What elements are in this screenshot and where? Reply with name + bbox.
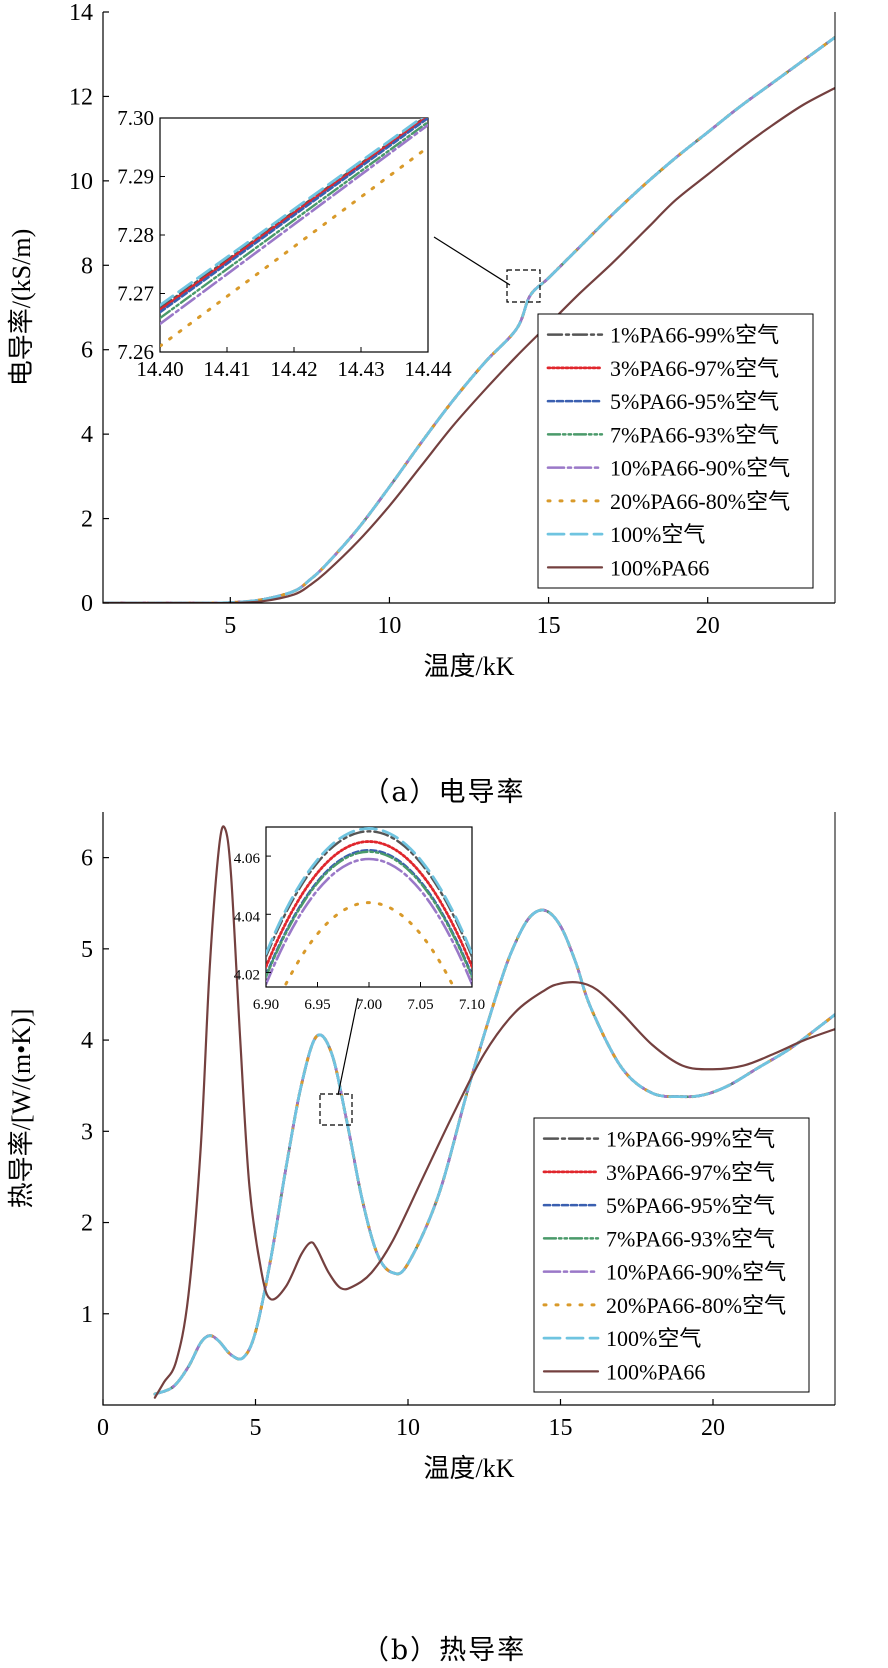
zoom-connector xyxy=(337,997,359,1096)
inset-x-tick-label: 14.41 xyxy=(203,357,250,381)
series-line-inset-7pctPA66-93pctair xyxy=(266,850,472,979)
plot-series xyxy=(103,35,835,603)
legend-label: 100%PA66 xyxy=(606,1359,705,1384)
y-tick-label: 6 xyxy=(81,846,93,872)
x-tick-label: 10 xyxy=(396,1415,420,1441)
inset-x-tick-label: 14.40 xyxy=(136,357,183,381)
inset-x-tick-label: 14.43 xyxy=(337,357,384,381)
zoom-marker xyxy=(506,269,541,303)
legend-label: 100%空气 xyxy=(606,1326,701,1351)
series-line-inset-100pctair xyxy=(266,827,472,955)
inset-series xyxy=(266,827,472,987)
inset-y-tick-label: 7.30 xyxy=(117,106,154,130)
inset-y-tick-label: 7.26 xyxy=(117,340,154,364)
legend-label: 1%PA66-99%空气 xyxy=(606,1127,775,1152)
y-tick-label: 6 xyxy=(81,338,93,364)
legend-label: 100%PA66 xyxy=(610,555,709,580)
x-tick-label: 20 xyxy=(696,613,720,639)
y-axis-label: 电导率/(kS/m) xyxy=(7,229,36,386)
y-tick-label: 2 xyxy=(81,1211,93,1237)
series-line-inset-10pctPA66-90pctair xyxy=(266,857,472,986)
x-tick-label: 15 xyxy=(537,613,561,639)
caption-a: （a）电导率 xyxy=(362,777,526,808)
series-line-inset-100pctair xyxy=(160,118,424,307)
caption-b: （b）热导率 xyxy=(361,1635,527,1666)
zoom-connector xyxy=(433,236,511,286)
legend-label: 3%PA66-97%空气 xyxy=(610,356,779,381)
inset-plot: 14.40 14.41 14.42 14.43 14.44 7.26 7.27 7.28 7.2… xyxy=(117,106,452,381)
legend-label: 100%空气 xyxy=(610,522,705,547)
inset-x-tick-label: 7.10 xyxy=(459,997,485,1013)
y-tick-label: 4 xyxy=(81,422,93,448)
series-line-inset-3pctPA66-97pctair xyxy=(266,840,472,969)
y-tick-label: 8 xyxy=(81,253,93,279)
y-tick-label: 12 xyxy=(69,84,93,110)
series-line-inset-20pctPA66-80pctair xyxy=(160,145,428,348)
inset-series xyxy=(160,118,428,348)
x-tick-label: 15 xyxy=(549,1415,573,1441)
legend-label: 7%PA66-93%空气 xyxy=(610,422,779,447)
legend: 1%PA66-99%空气 3%PA66-97%空气 5%PA66-95%空气 7%PA… xyxy=(533,1117,810,1393)
legend-label: 20%PA66-80%空气 xyxy=(606,1293,786,1318)
series-line-inset-20pctPA66-80pctair xyxy=(282,901,456,987)
legend-box xyxy=(537,313,814,589)
legend-label: 10%PA66-90%空气 xyxy=(610,456,790,481)
inset-x-tick-label: 7.05 xyxy=(407,997,433,1013)
series-line-inset-1pctPA66-99pctair xyxy=(266,830,472,958)
y-axis-label: 热导率/[W/(m•K)] xyxy=(7,1009,36,1209)
series-line-100pctair xyxy=(103,35,835,603)
x-tick-label: 5 xyxy=(250,1415,262,1441)
series-line-inset-3pctPA66-97pctair xyxy=(160,118,428,312)
series-line-100pctPA66 xyxy=(103,86,835,603)
inset-y-tick-label: 4.04 xyxy=(234,909,261,925)
inset-x-tick-label: 6.95 xyxy=(304,997,330,1013)
legend-label: 10%PA66-90%空气 xyxy=(606,1260,786,1285)
series-line-100pctair xyxy=(153,908,835,1396)
x-tick-label: 10 xyxy=(377,613,401,639)
y-tick-label: 3 xyxy=(81,1119,93,1145)
y-tick-label: 1 xyxy=(81,1302,93,1328)
inset-x-tick-label: 14.44 xyxy=(404,357,452,381)
inset-y-tick-label: 4.06 xyxy=(234,851,261,867)
inset-plot: 6.90 6.95 7.00 7.05 7.10 4.02 4.04 4.06 xyxy=(234,826,485,1013)
y-tick-label: 5 xyxy=(81,937,93,963)
inset-x-tick-label: 7.00 xyxy=(356,997,382,1013)
x-tick-label: 20 xyxy=(701,1415,725,1441)
y-tick-label: 0 xyxy=(81,591,93,617)
legend-box xyxy=(533,1117,810,1393)
series-line-inset-7pctPA66-93pctair xyxy=(160,120,428,320)
chart-b: 0 5 10 15 20 1 2 3 4 5 6 温度/kK 热导率/[W/(m•K)] 1%PA66-9… xyxy=(7,812,836,1483)
inset-x-tick-label: 14.42 xyxy=(270,357,317,381)
series-line-inset-5pctPA66-95pctair xyxy=(160,118,428,314)
x-tick-label: 5 xyxy=(224,613,236,639)
legend-label: 20%PA66-80%空气 xyxy=(610,489,790,514)
legend-label: 7%PA66-93%空气 xyxy=(606,1226,775,1251)
x-axis-label: 温度/kK xyxy=(423,652,514,681)
inset-y-tick-label: 7.28 xyxy=(117,223,154,247)
inset-y-tick-label: 4.02 xyxy=(234,967,260,983)
chart-a: 5 10 15 20 0 2 4 6 8 10 12 14 温度/kK 电导率/(kS/m) 1%PA66-… xyxy=(7,0,836,681)
legend-label: 5%PA66-95%空气 xyxy=(610,389,779,414)
inset-x-tick-label: 6.90 xyxy=(253,997,279,1013)
legend-label: 3%PA66-97%空气 xyxy=(606,1160,775,1185)
inset-y-tick-label: 7.29 xyxy=(117,165,154,189)
y-tick-label: 10 xyxy=(69,169,93,195)
legend-label: 1%PA66-99%空气 xyxy=(610,323,779,348)
y-tick-label: 2 xyxy=(81,507,93,533)
x-axis-label: 温度/kK xyxy=(423,1454,514,1483)
y-tick-label: 4 xyxy=(81,1028,93,1054)
zoom-marker xyxy=(319,1093,353,1126)
inset-y-tick-label: 7.27 xyxy=(117,282,154,306)
y-tick-label: 14 xyxy=(69,0,93,26)
series-line-inset-10pctPA66-90pctair xyxy=(160,123,428,326)
legend: 1%PA66-99%空气 3%PA66-97%空气 5%PA66-95%空气 7%PA… xyxy=(537,313,814,589)
x-tick-label: 0 xyxy=(97,1415,109,1441)
legend-label: 5%PA66-95%空气 xyxy=(606,1193,775,1218)
plot-series xyxy=(153,825,835,1399)
series-line-100pctPA66 xyxy=(153,825,835,1399)
